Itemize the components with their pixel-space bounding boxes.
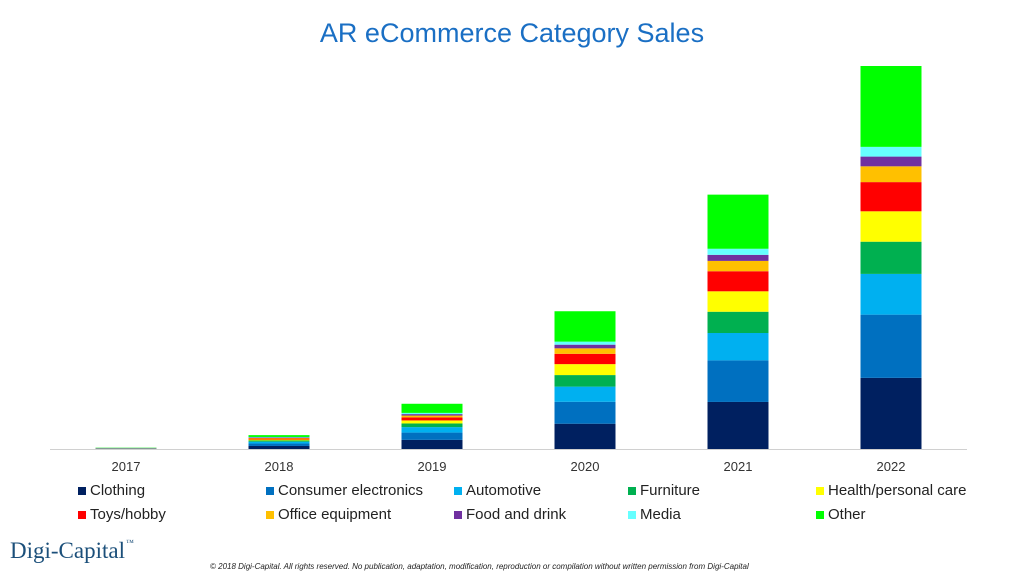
bar-segment-2022-4 bbox=[860, 241, 922, 274]
bar-segment-2018-4 bbox=[248, 440, 310, 442]
bar-segment-2019-2 bbox=[401, 432, 463, 440]
legend-label: Automotive bbox=[466, 482, 542, 499]
legend-label: Clothing bbox=[90, 482, 146, 499]
bar-segment-2020-8 bbox=[554, 344, 616, 349]
bar-segment-2022-8 bbox=[860, 156, 922, 167]
x-tick-label: 2019 bbox=[418, 459, 447, 474]
bar-segment-2022-7 bbox=[860, 166, 922, 183]
bar-segment-2018-7 bbox=[248, 437, 310, 439]
legend-label: Toys/hobby bbox=[90, 506, 166, 523]
bar-segment-2019-1 bbox=[401, 439, 463, 449]
legend-item: Automotive bbox=[454, 482, 628, 499]
legend-label: Furniture bbox=[640, 482, 701, 499]
legend-item: Media bbox=[628, 506, 816, 523]
legend-item: Consumer electronics bbox=[266, 482, 454, 499]
legend-label: Consumer electronics bbox=[278, 482, 424, 499]
bar-segment-2022-9 bbox=[860, 146, 922, 157]
bar-segment-2020-1 bbox=[554, 423, 616, 449]
x-tick-label: 2020 bbox=[571, 459, 600, 474]
chart-legend: Clothing Consumer electronics Automotive Fu… bbox=[78, 482, 1018, 523]
bar-segment-2019-6 bbox=[401, 417, 463, 421]
bar-segment-2021-10 bbox=[707, 194, 769, 249]
legend-label: Health/personal care bbox=[828, 482, 967, 499]
bar-segment-2022-3 bbox=[860, 273, 922, 315]
bar-segment-2020-9 bbox=[554, 341, 616, 345]
bar-segment-2020-6 bbox=[554, 353, 616, 365]
bar-segment-2022-5 bbox=[860, 211, 922, 242]
legend-swatch bbox=[454, 510, 462, 519]
legend-item: Furniture bbox=[628, 482, 816, 499]
legend-item: Health/personal care bbox=[816, 482, 1006, 499]
bar-segment-2018-6 bbox=[248, 438, 310, 440]
legend-item: Clothing bbox=[78, 482, 266, 499]
bar-segment-2021-1 bbox=[707, 401, 769, 449]
bar-segment-2018-2 bbox=[248, 443, 310, 446]
bar-segment-2020-4 bbox=[554, 375, 616, 387]
bar-segment-2021-7 bbox=[707, 260, 769, 272]
bar-segment-2021-4 bbox=[707, 311, 769, 334]
bar-segment-2021-6 bbox=[707, 271, 769, 292]
brand-trademark: ™ bbox=[125, 538, 134, 547]
legend-swatch bbox=[266, 510, 274, 519]
bar-segment-2020-2 bbox=[554, 401, 616, 424]
x-tick-label: 2017 bbox=[112, 459, 141, 474]
bar-segment-2019-8 bbox=[401, 414, 463, 416]
bar-segment-2018-3 bbox=[248, 441, 310, 444]
legend-swatch bbox=[628, 486, 636, 495]
x-tick-label: 2022 bbox=[877, 459, 906, 474]
bar-segment-2022-6 bbox=[860, 182, 922, 212]
brand-name: Digi-Capital bbox=[10, 538, 125, 563]
bar-segment-2019-10 bbox=[401, 403, 463, 413]
legend-item: Toys/hobby bbox=[78, 506, 266, 523]
bar-segment-2019-9 bbox=[401, 412, 463, 415]
stacked-bar-chart: 2017 2018 2019 2020 2021 2022 bbox=[50, 66, 967, 474]
bar-segment-2021-2 bbox=[707, 360, 769, 402]
bar-segment-2018-5 bbox=[248, 439, 310, 441]
legend-label: Other bbox=[828, 506, 866, 523]
legend-swatch bbox=[266, 486, 274, 495]
legend-label: Food and drink bbox=[466, 506, 567, 523]
bar-segment-2020-10 bbox=[554, 311, 616, 342]
bar-segment-2021-3 bbox=[707, 333, 769, 361]
chart-title: AR eCommerce Category Sales bbox=[319, 18, 705, 48]
bar-segment-2022-1 bbox=[860, 377, 922, 449]
legend-swatch bbox=[78, 510, 86, 519]
bar-segment-2022-2 bbox=[860, 314, 922, 378]
copyright-notice: © 2018 Digi-Capital. All rights reserved… bbox=[210, 562, 749, 571]
legend-swatch bbox=[628, 510, 636, 519]
x-tick-label: 2018 bbox=[265, 459, 294, 474]
legend-swatch bbox=[816, 510, 824, 519]
legend-item: Office equipment bbox=[266, 506, 454, 523]
bar-segment-2021-8 bbox=[707, 254, 769, 261]
bar-segment-2019-3 bbox=[401, 427, 463, 433]
legend-item: Other bbox=[816, 506, 1006, 523]
bar-segment-2022-10 bbox=[860, 66, 922, 147]
bar-segment-2019-4 bbox=[401, 423, 463, 428]
legend-label: Office equipment bbox=[278, 506, 392, 523]
bar-segment-2019-5 bbox=[401, 420, 463, 424]
bar-segment-2020-3 bbox=[554, 386, 616, 402]
legend-label: Media bbox=[640, 506, 681, 523]
bar-segment-2020-7 bbox=[554, 348, 616, 354]
bar-segment-2018-10 bbox=[248, 435, 310, 437]
x-tick-label: 2021 bbox=[724, 459, 753, 474]
bar-segment-2019-7 bbox=[401, 415, 463, 418]
bar-segment-2020-5 bbox=[554, 364, 616, 376]
bar-segment-2018-1 bbox=[248, 445, 310, 449]
brand-logo: Digi-Capital™ bbox=[10, 538, 134, 564]
legend-swatch bbox=[816, 486, 824, 495]
legend-swatch bbox=[454, 486, 462, 495]
bar-segment-2021-5 bbox=[707, 291, 769, 312]
bar-segment-2021-9 bbox=[707, 248, 769, 255]
legend-item: Food and drink bbox=[454, 506, 628, 523]
legend-swatch bbox=[78, 486, 86, 495]
